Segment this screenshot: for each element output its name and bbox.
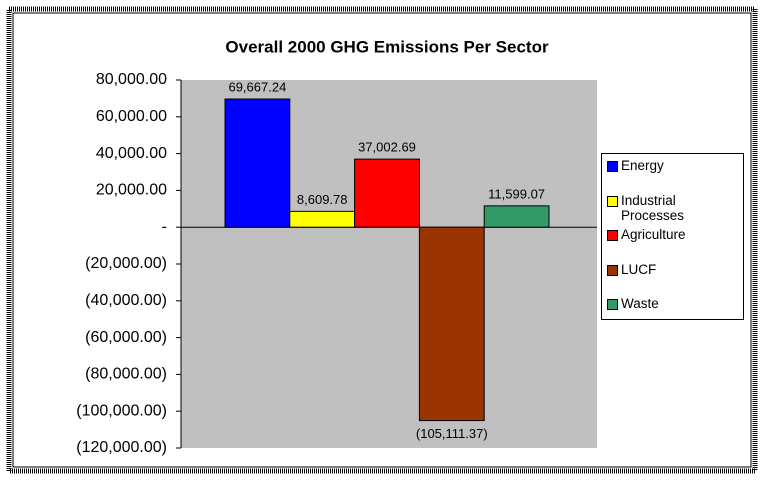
value-label: 69,667.24: [228, 79, 286, 94]
legend-swatch: [607, 299, 618, 310]
bar: [483, 205, 550, 228]
y-tick-label: 80,000.00: [96, 71, 167, 88]
y-tick-label: -: [162, 218, 167, 235]
legend-entry: Waste: [607, 296, 743, 331]
value-label: 37,002.69: [358, 140, 416, 155]
legend-label: LUCF: [621, 261, 657, 277]
y-tick-label: (80,000.00): [85, 366, 167, 383]
legend-swatch: [607, 264, 618, 276]
y-tick-label: (120,000.00): [76, 439, 167, 456]
legend-entry: LUCF: [607, 262, 743, 297]
legend-entry: Energy: [607, 158, 743, 193]
value-label: 11,599.07: [488, 186, 545, 201]
legend: Energy Industrial Processes Agriculture LUC…: [601, 153, 744, 320]
legend-label: Industrial Processes: [621, 192, 685, 223]
chart-title: Overall 2000 GHG Emissions Per Sector: [225, 37, 549, 56]
y-tick-label: 60,000.00: [96, 108, 167, 125]
y-tick-label: (20,000.00): [85, 255, 167, 272]
y-tick-label: 20,000.00: [96, 182, 167, 199]
value-label: 8,609.78: [297, 192, 348, 207]
legend-swatch: [607, 230, 618, 241]
bar: [224, 98, 291, 228]
legend-label: Agriculture: [621, 227, 686, 242]
outer-frame: [6, 6, 758, 474]
y-tick-label: (40,000.00): [85, 292, 167, 309]
bar: [289, 210, 356, 228]
legend-entry: Industrial Processes: [607, 193, 743, 228]
legend-swatch: [607, 161, 618, 172]
legend-label: Energy: [621, 158, 664, 173]
y-tick-label: 40,000.00: [96, 145, 167, 162]
bar: [418, 226, 485, 422]
y-tick-label: (100,000.00): [76, 402, 167, 419]
inner-frame: [12, 12, 752, 468]
legend-entry: Agriculture: [607, 227, 743, 262]
legend-label: Waste: [621, 296, 659, 311]
legend-swatch: [607, 195, 618, 207]
value-label: (105,111.37): [416, 426, 488, 441]
y-tick-label: (60,000.00): [85, 329, 167, 346]
bar: [354, 158, 420, 228]
